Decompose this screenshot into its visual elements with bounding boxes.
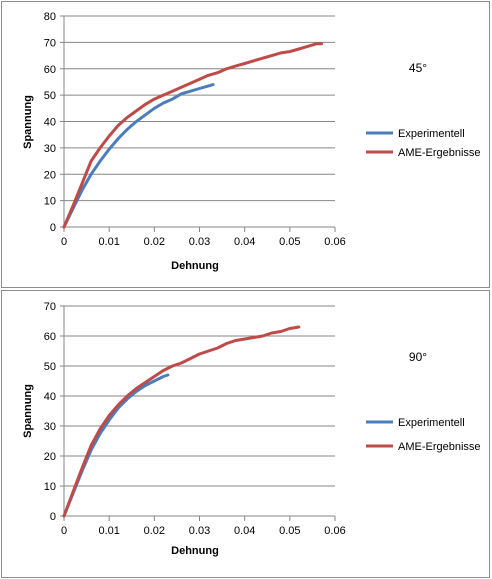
series-line-ame-ergebnisse — [62, 42, 323, 229]
y-tick-label-70: 70 — [44, 37, 56, 49]
y-axis-title: Spannung — [22, 95, 34, 149]
x-tick-label-0-05: 0.05 — [279, 236, 300, 248]
y-tick-label-40: 40 — [44, 117, 56, 129]
x-tick-label-0: 0 — [61, 525, 67, 537]
x-tick-label-0: 0 — [61, 236, 67, 248]
y-tick-label-20: 20 — [44, 451, 56, 463]
x-tick-label-0-06: 0.06 — [324, 525, 345, 537]
x-tick-label-0-01: 0.01 — [98, 525, 119, 537]
legend-label-ame-ergebnisse: AME-Ergebnisse — [398, 147, 481, 159]
y-tick-label-50: 50 — [44, 361, 56, 373]
x-tick-label-0-01: 0.01 — [98, 236, 119, 248]
y-tick-label-0: 0 — [50, 222, 56, 234]
x-axis-title: Dehnung — [171, 545, 219, 557]
angle-annotation: 45° — [409, 61, 427, 75]
legend: Experimentell AME-Ergebnisse — [366, 128, 481, 159]
y-tick-label-10: 10 — [44, 481, 56, 493]
y-tick-label-40: 40 — [44, 391, 56, 403]
y-tick-label-60: 60 — [44, 331, 56, 343]
x-tick-label-0-03: 0.03 — [189, 236, 210, 248]
x-tick-label-0-02: 0.02 — [144, 525, 165, 537]
y-tick-label-0: 0 — [50, 511, 56, 523]
y-tick-label-30: 30 — [44, 143, 56, 155]
x-tick-label-0-03: 0.03 — [189, 525, 210, 537]
x-tick-label-0-04: 0.04 — [234, 525, 255, 537]
chart-panel-90: 0 10 20 30 40 50 60 70 0 0.01 0.02 0.03 0.04 0.05 0.06… — [1, 290, 490, 578]
x-tick-label-0-04: 0.04 — [234, 236, 255, 248]
legend-label-ame-ergebnisse: AME-Ergebnisse — [398, 441, 481, 453]
legend: Experimentell AME-Ergebnisse — [366, 417, 481, 453]
x-tick-label-0-06: 0.06 — [324, 236, 345, 248]
legend-label-experimentell: Experimentell — [398, 417, 465, 429]
y-tick-label-70: 70 — [44, 301, 56, 313]
x-tick-label-0-02: 0.02 — [144, 236, 165, 248]
y-tick-label-60: 60 — [44, 64, 56, 76]
y-tick-label-10: 10 — [44, 196, 56, 208]
legend-label-experimentell: Experimentell — [398, 128, 465, 140]
y-tick-label-80: 80 — [44, 11, 56, 23]
chart-45-svg: 0 10 20 30 40 50 60 70 80 0 0.01 0.02 0.03 0.04 0.05 0.… — [22, 11, 481, 272]
x-axis-title: Dehnung — [171, 260, 219, 272]
y-tick-label-30: 30 — [44, 421, 56, 433]
x-tick-label-0-05: 0.05 — [279, 525, 300, 537]
angle-annotation: 90° — [409, 350, 427, 364]
chart-90-svg: 0 10 20 30 40 50 60 70 0 0.01 0.02 0.03 0.04 0.05 0.06… — [22, 301, 481, 557]
series-line-ame-ergebnisse — [62, 325, 301, 518]
y-tick-label-20: 20 — [44, 169, 56, 181]
y-tick-label-50: 50 — [44, 90, 56, 102]
y-axis-title: Spannung — [22, 384, 34, 438]
chart-panel-45: 0 10 20 30 40 50 60 70 80 0 0.01 0.02 0.03 0.04 0.05 0.… — [1, 1, 490, 288]
series-line-experimentell — [62, 83, 215, 229]
